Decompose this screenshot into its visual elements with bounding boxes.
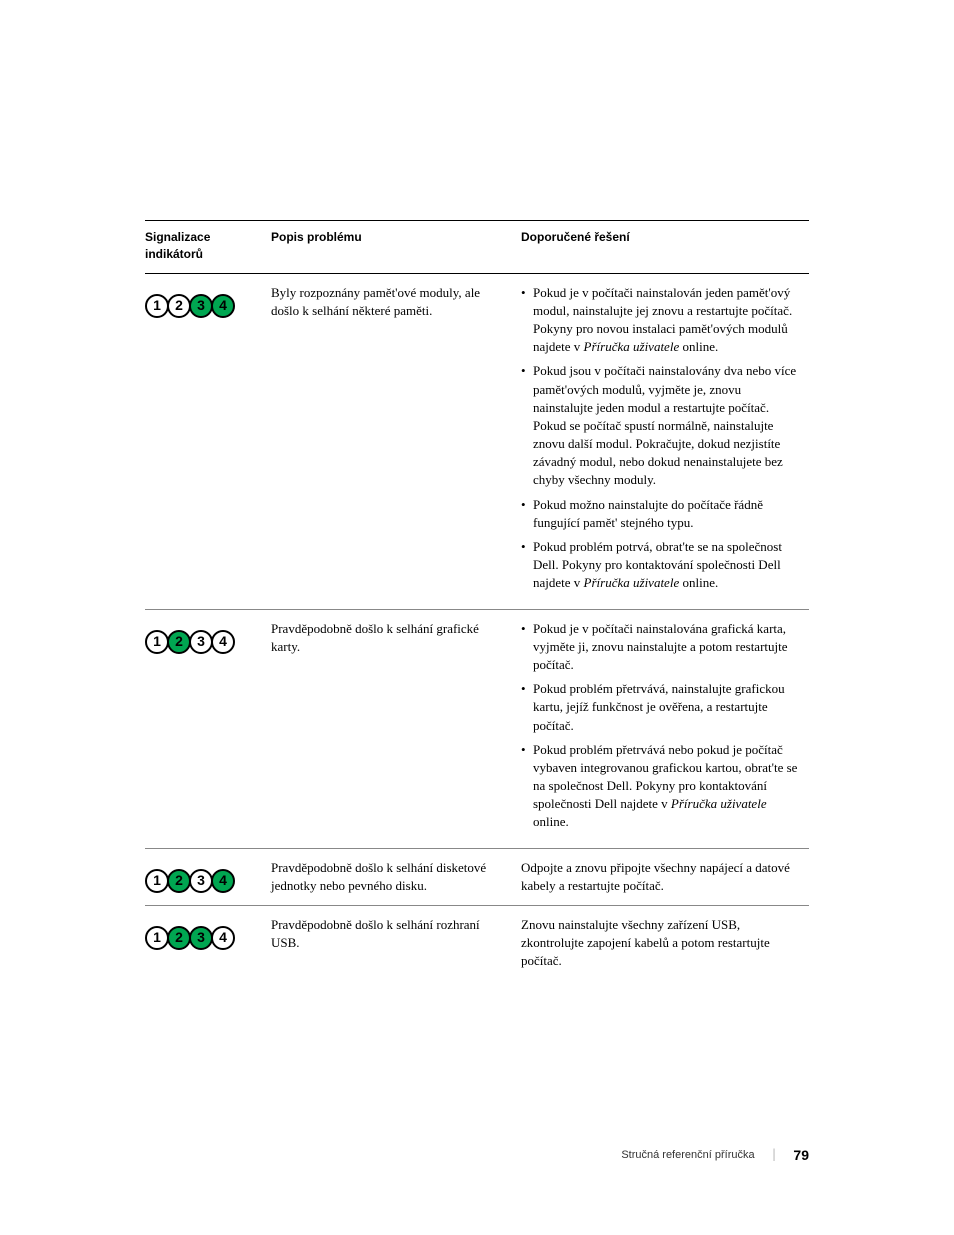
- indicator-group: 1234: [145, 284, 261, 318]
- footer-title: Stručná referenční příručka: [621, 1149, 754, 1161]
- indicator-light-4: 4: [211, 294, 235, 318]
- solution-item: Pokud jsou v počítači nainstalovány dva …: [521, 362, 799, 489]
- indicator-cell: 1234: [145, 906, 271, 981]
- solution-cell: Znovu nainstalujte všechny zařízení USB,…: [521, 906, 809, 981]
- solution-cell: Odpojte a znovu připojte všechny napájec…: [521, 848, 809, 905]
- indicator-group: 1234: [145, 859, 261, 893]
- indicator-light-3: 3: [189, 630, 213, 654]
- indicator-light-4: 4: [211, 869, 235, 893]
- solution-item: Pokud problém potrvá, obrat'te se na spo…: [521, 538, 799, 593]
- indicator-light-4: 4: [211, 926, 235, 950]
- solution-cell: Pokud je v počítači nainstalován jeden p…: [521, 273, 809, 609]
- indicator-light-2: 2: [167, 630, 191, 654]
- indicator-cell: 1234: [145, 609, 271, 848]
- footer-separator: |: [773, 1147, 776, 1163]
- description-cell: Pravděpodobně došlo k selhání disketové …: [271, 848, 521, 905]
- table-row: 1234 Byly rozpoznány pamět'ové moduly, al…: [145, 273, 809, 609]
- footer-page-number: 79: [793, 1147, 809, 1163]
- solution-list: Pokud je v počítači nainstalována grafic…: [521, 620, 799, 832]
- indicator-light-4: 4: [211, 630, 235, 654]
- indicator-light-3: 3: [189, 869, 213, 893]
- indicator-group: 1234: [145, 620, 261, 654]
- indicator-light-3: 3: [189, 926, 213, 950]
- reference-title: Příručka uživatele: [584, 575, 680, 590]
- header-description: Popis problému: [271, 221, 521, 274]
- solution-item: Pokud je v počítači nainstalován jeden p…: [521, 284, 799, 357]
- header-indicators: Signalizace indikátorů: [145, 221, 271, 274]
- indicator-light-1: 1: [145, 630, 169, 654]
- description-cell: Pravděpodobně došlo k selhání rozhraní U…: [271, 906, 521, 981]
- reference-title: Příručka uživatele: [584, 339, 680, 354]
- solution-item: Pokud problém přetrvává nebo pokud je po…: [521, 741, 799, 832]
- indicator-group: 1234: [145, 916, 261, 950]
- indicator-light-2: 2: [167, 294, 191, 318]
- solution-item: Pokud problém přetrvává, nainstalujte gr…: [521, 680, 799, 735]
- indicator-cell: 1234: [145, 273, 271, 609]
- header-solution: Doporučené řešení: [521, 221, 809, 274]
- indicator-light-2: 2: [167, 869, 191, 893]
- indicator-cell: 1234: [145, 848, 271, 905]
- indicator-light-1: 1: [145, 926, 169, 950]
- table-row: 1234 Pravděpodobně došlo k selhání grafic…: [145, 609, 809, 848]
- description-cell: Byly rozpoznány pamět'ové moduly, ale do…: [271, 273, 521, 609]
- diagnostics-table: Signalizace indikátorů Popis problému Do…: [145, 220, 809, 981]
- solution-list: Pokud je v počítači nainstalován jeden p…: [521, 284, 799, 593]
- indicator-light-3: 3: [189, 294, 213, 318]
- indicator-light-1: 1: [145, 869, 169, 893]
- table-row: 1234 Pravděpodobně došlo k selhání disket…: [145, 848, 809, 905]
- solution-cell: Pokud je v počítači nainstalována grafic…: [521, 609, 809, 848]
- description-cell: Pravděpodobně došlo k selhání grafické k…: [271, 609, 521, 848]
- page-footer: Stručná referenční příručka | 79: [621, 1147, 809, 1163]
- table-row: 1234 Pravděpodobně došlo k selhání rozhra…: [145, 906, 809, 981]
- reference-title: Příručka uživatele: [671, 796, 767, 811]
- indicator-light-2: 2: [167, 926, 191, 950]
- indicator-light-1: 1: [145, 294, 169, 318]
- solution-item: Pokud možno nainstalujte do počítače řád…: [521, 496, 799, 532]
- solution-item: Pokud je v počítači nainstalována grafic…: [521, 620, 799, 675]
